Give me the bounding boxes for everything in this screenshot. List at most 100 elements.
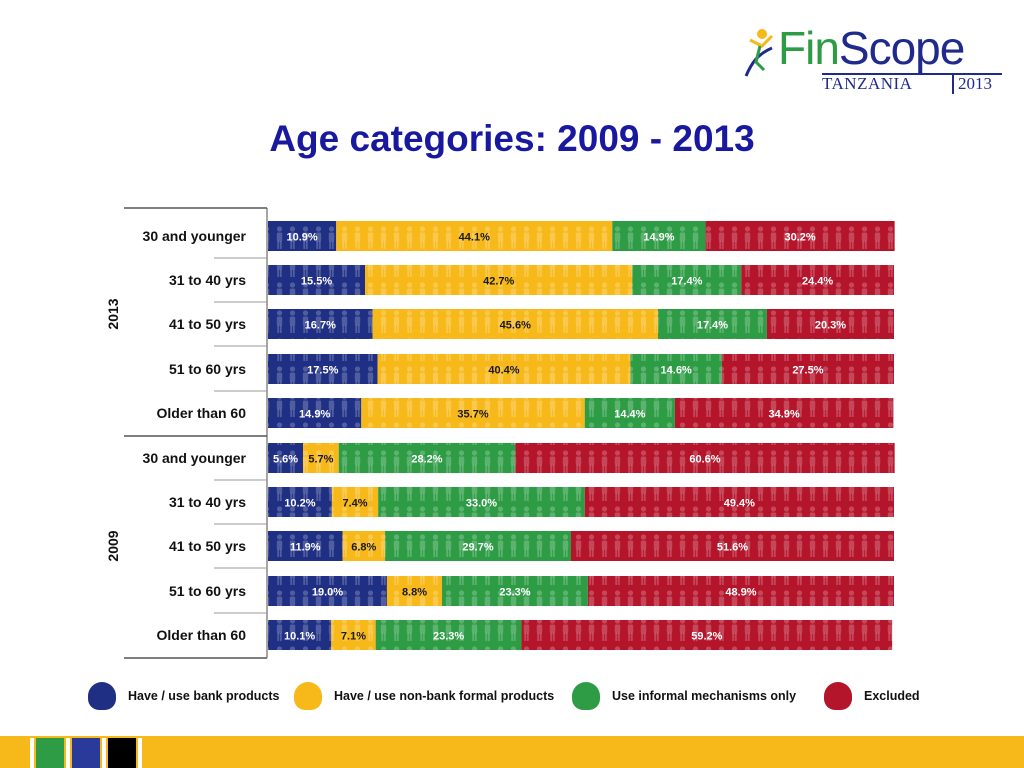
- bar-figure-pattern: [705, 221, 895, 251]
- bar-figure-pattern: [570, 531, 894, 561]
- footer-square-green: [36, 738, 64, 768]
- bar-figure-pattern: [584, 487, 894, 517]
- category-label: 51 to 60 yrs: [169, 361, 246, 377]
- logo-country: TANZANIA: [822, 74, 913, 93]
- bar-figure-pattern: [268, 487, 332, 517]
- bar-figure-pattern: [268, 620, 332, 650]
- group-label: 2009: [105, 530, 121, 561]
- legend-swatch-excluded: [824, 682, 852, 710]
- legend-swatch-bank: [88, 682, 116, 710]
- bar-value-label: 35.7%: [457, 409, 488, 421]
- bar-figure-pattern: [342, 531, 386, 561]
- bar-value-label: 23.3%: [433, 631, 464, 643]
- bar-figure-pattern: [386, 576, 443, 606]
- bar-figure-pattern: [268, 576, 387, 606]
- legend-item-informal: Use informal mechanisms only: [572, 678, 796, 714]
- bar-value-label: 14.4%: [614, 409, 645, 421]
- category-label: 30 and younger: [143, 228, 247, 244]
- footer-square-white-3: [102, 738, 106, 768]
- bar-value-label: 19.0%: [312, 587, 343, 599]
- legend-swatch-nonbank: [294, 682, 322, 710]
- bar-value-label: 44.1%: [459, 232, 490, 244]
- bar-figure-pattern: [657, 309, 767, 339]
- legend-swatch-informal: [572, 682, 600, 710]
- bar-value-label: 51.6%: [717, 542, 748, 554]
- bar-value-label: 60.6%: [689, 454, 720, 466]
- bar-figure-pattern: [268, 531, 343, 561]
- bar-value-label: 20.3%: [815, 320, 846, 332]
- bar-value-label: 5.7%: [308, 454, 333, 466]
- bar-value-label: 7.4%: [342, 498, 367, 510]
- legend-item-bank: Have / use bank products: [88, 678, 279, 714]
- finscope-logo: FinScope TANZANIA 2013: [742, 20, 1004, 100]
- bar-value-label: 8.8%: [402, 587, 427, 599]
- bar-figure-pattern: [378, 487, 585, 517]
- legend-item-excluded: Excluded: [824, 678, 920, 714]
- logo-rule: [822, 73, 1002, 75]
- footer-square-white-4: [138, 738, 142, 768]
- footer-bar: [0, 736, 1024, 768]
- footer-square-blue: [72, 738, 100, 768]
- bar-value-label: 49.4%: [724, 498, 755, 510]
- bar-value-label: 23.3%: [499, 587, 530, 599]
- bar-value-label: 48.9%: [725, 587, 756, 599]
- bar-figure-pattern: [303, 443, 339, 473]
- bar-figure-pattern: [336, 221, 613, 251]
- bar-figure-pattern: [372, 309, 658, 339]
- footer-square-black: [108, 738, 136, 768]
- legend-label-nonbank: Have / use non-bank formal products: [334, 689, 555, 703]
- logo-wordmark: FinScope: [778, 20, 965, 76]
- page-title: Age categories: 2009 - 2013: [269, 118, 755, 159]
- footer-square-white-1: [30, 738, 34, 768]
- bar-value-label: 14.9%: [643, 232, 674, 244]
- bar-value-label: 28.2%: [411, 454, 442, 466]
- bar-value-label: 59.2%: [691, 631, 722, 643]
- bar-figure-pattern: [632, 265, 742, 295]
- category-label: 31 to 40 yrs: [169, 494, 246, 510]
- bar-figure-pattern: [331, 487, 379, 517]
- category-label: 41 to 50 yrs: [169, 316, 246, 332]
- bar-figure-pattern: [584, 398, 675, 428]
- bar-value-label: 27.5%: [792, 365, 823, 377]
- bar-figure-pattern: [721, 354, 894, 384]
- bar-figure-pattern: [268, 309, 373, 339]
- bar-value-label: 11.9%: [290, 542, 321, 554]
- bar-value-label: 30.2%: [784, 232, 815, 244]
- bar-figure-pattern: [268, 443, 304, 473]
- bar-value-label: 17.4%: [671, 276, 702, 288]
- bar-figure-pattern: [361, 398, 585, 428]
- bar-value-label: 14.6%: [661, 365, 692, 377]
- bar-value-label: 17.4%: [697, 320, 728, 332]
- category-label: 31 to 40 yrs: [169, 272, 246, 288]
- bar-figure-pattern: [375, 620, 522, 650]
- footer-square-yellow: [2, 738, 30, 768]
- bar-value-label: 16.7%: [305, 320, 336, 332]
- bar-value-label: 10.2%: [284, 498, 315, 510]
- logo-year: 2013: [952, 74, 992, 94]
- category-label: 41 to 50 yrs: [169, 538, 246, 554]
- bar-figure-pattern: [268, 265, 366, 295]
- bar-value-label: 33.0%: [466, 498, 497, 510]
- logo-fin: Fin: [778, 22, 840, 74]
- bar-figure-pattern: [766, 309, 894, 339]
- legend-label-bank: Have / use bank products: [128, 689, 280, 703]
- bar-figure-pattern: [268, 398, 362, 428]
- group-label: 2013: [105, 298, 121, 329]
- bar-value-label: 17.5%: [307, 365, 338, 377]
- bar-figure-pattern: [630, 354, 722, 384]
- category-label: Older than 60: [157, 627, 247, 643]
- bar-value-label: 15.5%: [301, 276, 332, 288]
- bar-value-label: 45.6%: [500, 320, 531, 332]
- footer-square-white-2: [66, 738, 70, 768]
- chart-legend: Have / use bank products Have / use non-…: [88, 678, 948, 714]
- bar-figure-pattern: [674, 398, 894, 428]
- bar-figure-pattern: [741, 265, 894, 295]
- bar-value-label: 10.9%: [287, 232, 318, 244]
- bar-figure-pattern: [587, 576, 894, 606]
- bar-figure-pattern: [338, 443, 516, 473]
- bar-value-label: 14.9%: [299, 409, 330, 421]
- bar-figure-pattern: [268, 221, 337, 251]
- bar-figure-pattern: [331, 620, 376, 650]
- bar-value-label: 40.4%: [488, 365, 519, 377]
- bar-figure-pattern: [612, 221, 706, 251]
